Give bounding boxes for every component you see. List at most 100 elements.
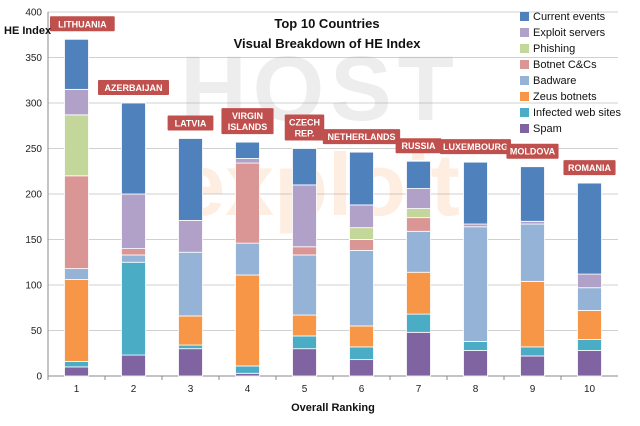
x-tick-labels: 1 2 3 4 5 6 7 8 9 10: [47, 376, 595, 395]
country-label-text: NETHERLANDS: [327, 132, 395, 142]
bar-segment: [235, 365, 260, 374]
country-label-text: CZECH: [289, 118, 320, 128]
bar-segment: [292, 184, 317, 248]
country-label-text: AZERBAIJAN: [104, 83, 162, 93]
country-label: NETHERLANDS: [322, 129, 401, 145]
legend-label: Exploit servers: [533, 27, 606, 39]
country-label-box: [167, 115, 214, 131]
bar-segment: [406, 230, 431, 273]
bar-segment: [520, 223, 545, 282]
y-tick-label: 400: [25, 8, 42, 19]
bar-segment: [577, 287, 602, 311]
bar-segment: [349, 204, 374, 229]
legend-item: Badware: [520, 75, 576, 87]
bar-segment: [64, 366, 89, 377]
y-tick-label: 350: [25, 53, 42, 64]
x-tick-label: 4: [245, 384, 251, 395]
y-tick-label: 0: [36, 372, 42, 383]
country-label-box: [221, 108, 274, 135]
legend-swatch: [520, 76, 529, 85]
y-tick-label: 100: [25, 281, 42, 292]
bar-segment: [292, 254, 317, 316]
x-tick-label: 1: [74, 384, 80, 395]
country-label-box: [284, 114, 325, 141]
y-tick-label: 300: [25, 99, 42, 110]
x-tick-label: 9: [530, 384, 536, 395]
bar-segment: [406, 271, 431, 315]
x-tick-label: 3: [188, 384, 194, 395]
x-axis-label: Overall Ranking: [291, 402, 375, 414]
bar-segment: [64, 268, 89, 280]
legend-label: Infected web sites: [533, 107, 622, 119]
bar-segment: [349, 227, 374, 240]
country-label: ROMANIA: [563, 160, 616, 176]
bar-segment: [64, 114, 89, 177]
bar-segment: [64, 38, 89, 90]
legend-swatch: [520, 124, 529, 133]
bar-segment: [235, 274, 260, 367]
legend-swatch: [520, 28, 529, 37]
bar-segment: [577, 339, 602, 351]
bar-segment: [178, 251, 203, 317]
bar-segment: [64, 361, 89, 368]
country-label: AZERBAIJAN: [98, 80, 169, 95]
bar-segment: [463, 341, 488, 351]
bar-segment: [463, 226, 488, 342]
legend-item: Zeus botnets: [520, 91, 597, 103]
legend-item: Exploit servers: [520, 27, 606, 39]
bar-segment: [349, 325, 374, 348]
bar-segment: [292, 335, 317, 350]
country-label: LUXEMBOURG: [440, 139, 511, 155]
legend: Current events Exploit servers Phishing Bot…: [520, 11, 622, 135]
y-tick-labels: 0 50 100 150 200 250 300 350 400: [25, 8, 42, 383]
bar-segment: [121, 248, 146, 256]
y-tick-label: 250: [25, 144, 42, 155]
bar-segment: [178, 219, 203, 253]
bar-segment: [121, 261, 146, 356]
legend-item: Botnet C&Cs: [520, 59, 597, 71]
bar-segment: [235, 158, 260, 164]
country-label-box: [395, 138, 442, 154]
country-label-text: ROMANIA: [568, 163, 611, 173]
bar-segment: [178, 138, 203, 221]
legend-swatch: [520, 60, 529, 69]
legend-swatch: [520, 12, 529, 21]
country-label: RUSSIA: [395, 138, 442, 154]
bar-segment: [349, 346, 374, 361]
legend-label: Zeus botnets: [533, 91, 597, 103]
country-label-text: LUXEMBOURG: [443, 142, 508, 152]
bar-segment: [235, 372, 260, 377]
bar-segment: [292, 148, 317, 186]
bar-segment: [349, 359, 374, 377]
x-tick-label: 6: [359, 384, 365, 395]
bar-segment: [64, 279, 89, 362]
legend-item: Phishing: [520, 43, 575, 55]
chart-subtitle: Visual Breakdown of HE Index: [234, 36, 422, 51]
legend-swatch: [520, 44, 529, 53]
legend-label: Badware: [533, 75, 576, 87]
bar-segment: [178, 315, 203, 346]
country-label-text: REP.: [295, 129, 315, 139]
y-tick-label: 150: [25, 235, 42, 246]
country-label-box: [98, 80, 169, 95]
bar-segment: [406, 160, 431, 189]
x-tick-label: 5: [302, 384, 308, 395]
bar-segment: [406, 313, 431, 333]
bar-segment: [577, 273, 602, 289]
bar-segment: [235, 141, 260, 159]
y-tick-label: 50: [31, 326, 43, 337]
legend-label: Botnet C&Cs: [533, 59, 597, 71]
y-axis-label: HE Index: [4, 25, 52, 37]
y-tick-label: 200: [25, 190, 42, 201]
bar-segment: [520, 220, 545, 225]
bar-segment: [463, 223, 488, 228]
country-label-box: [50, 16, 115, 32]
bar-segment: [406, 331, 431, 377]
bar-segment: [292, 348, 317, 377]
legend-swatch: [520, 108, 529, 117]
bar-segment: [520, 346, 545, 357]
bar-segment: [406, 217, 431, 232]
